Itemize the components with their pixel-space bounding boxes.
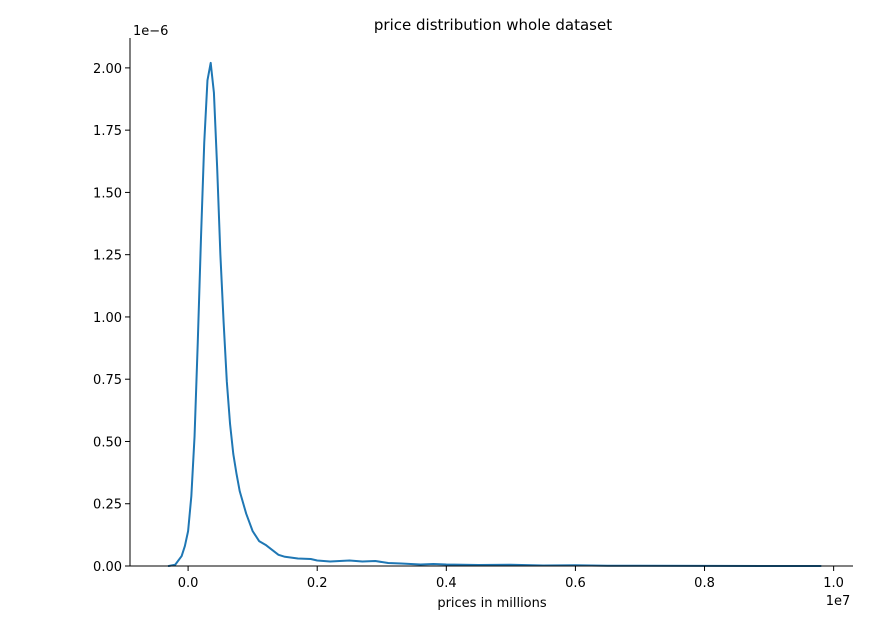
plot-area: 0.0 0.2 0.4 0.6 0.8 1.0 0.00 0.25 0.50 0.75 1.00 1…	[93, 38, 853, 591]
x-axis-offset-label: 1e7	[826, 594, 851, 609]
y-tick-label: 1.50	[93, 186, 122, 201]
y-tick-label: 0.25	[93, 498, 122, 513]
x-tick-label: 0.0	[178, 576, 199, 591]
x-tick-label: 0.8	[694, 576, 715, 591]
x-tick-label: 0.6	[565, 576, 586, 591]
y-axis-offset-label: 1e−6	[133, 24, 168, 39]
y-tick-label: 0.00	[93, 560, 122, 575]
y-tick-label: 0.75	[93, 373, 122, 388]
y-axis-ticks: 0.00 0.25 0.50 0.75 1.00 1.25 1.50 1.75 2.00	[93, 62, 130, 575]
x-axis-ticks: 0.0 0.2 0.4 0.6 0.8 1.0	[178, 566, 844, 591]
x-tick-label: 1.0	[823, 576, 844, 591]
y-tick-label: 1.00	[93, 311, 122, 326]
x-axis-label: prices in millions	[437, 596, 547, 611]
y-tick-label: 1.75	[93, 124, 122, 139]
x-tick-label: 0.4	[436, 576, 457, 591]
x-tick-label: 0.2	[307, 576, 328, 591]
y-tick-label: 2.00	[93, 62, 122, 77]
kde-line	[167, 61, 822, 567]
chart-title: price distribution whole dataset	[374, 16, 612, 34]
y-tick-label: 0.50	[93, 435, 122, 450]
y-tick-label: 1.25	[93, 249, 122, 264]
